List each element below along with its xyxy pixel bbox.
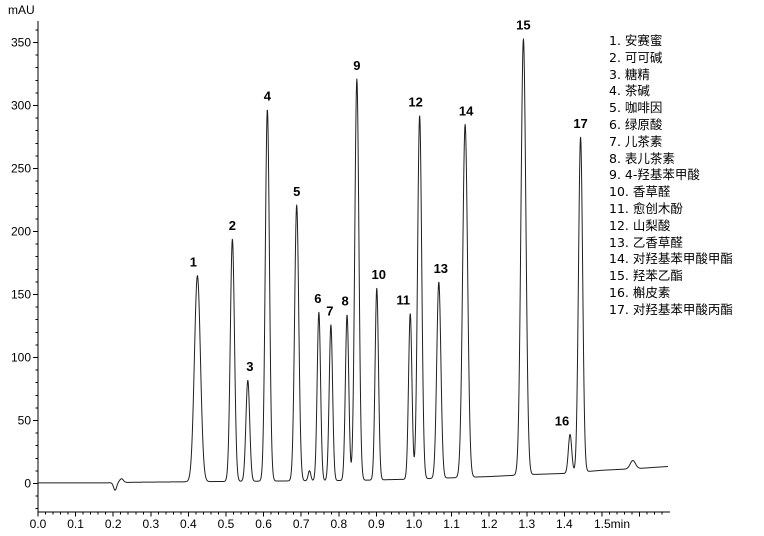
x-axis-tick-label: 0.2 xyxy=(105,517,122,531)
x-axis-tick-label: 1.5min xyxy=(594,517,630,531)
peak-label-16: 16 xyxy=(555,413,569,428)
x-axis-tick-label: 1.4 xyxy=(556,517,573,531)
x-axis-tick-label: 0.4 xyxy=(180,517,197,531)
x-axis-tick-label: 1.0 xyxy=(406,517,423,531)
peak-label-2: 2 xyxy=(229,218,236,233)
y-axis-tick-label: 0 xyxy=(24,477,31,491)
legend-item-5: 5. 咖啡因 xyxy=(609,100,663,116)
legend-item-8: 8. 表儿茶素 xyxy=(609,150,675,166)
peak-label-10: 10 xyxy=(372,267,386,282)
peak-label-5: 5 xyxy=(293,184,300,199)
axis-lines xyxy=(37,21,670,513)
y-axis-tick-label: 350 xyxy=(11,36,31,50)
y-axis-tick-label: 50 xyxy=(18,414,32,428)
legend-item-13: 13. 乙香草醛 xyxy=(609,234,683,250)
peak-label-4: 4 xyxy=(264,88,272,103)
x-axis-tick-label: 0.6 xyxy=(255,517,272,531)
y-axis-tick-label: 200 xyxy=(11,225,31,239)
peak-label-1: 1 xyxy=(190,255,197,270)
x-axis-tick-label: 0.9 xyxy=(368,517,385,531)
legend-item-16: 16. 槲皮素 xyxy=(609,284,671,300)
x-axis-tick-label: 0.5 xyxy=(218,517,235,531)
legend-item-4: 4. 茶碱 xyxy=(609,83,650,99)
peak-label-14: 14 xyxy=(459,103,474,118)
x-axis-tick-label: 0.3 xyxy=(142,517,159,531)
peak-label-8: 8 xyxy=(341,294,348,309)
peak-label-9: 9 xyxy=(353,58,360,73)
peak-label-13: 13 xyxy=(434,261,448,276)
peak-label-11: 11 xyxy=(396,292,410,307)
legend-item-6: 6. 绿原酸 xyxy=(609,116,663,132)
y-axis-unit-label: mAU xyxy=(8,3,35,17)
peak-legend: 1. 安赛蜜 2. 可可碱 3. 糖精 4. 茶碱 5. 咖啡因 6. 绿原酸 7. 儿茶素… xyxy=(609,33,761,319)
legend-item-10: 10. 香草醛 xyxy=(609,184,671,200)
x-axis-tick-label: 0.1 xyxy=(67,517,84,531)
peak-label-12: 12 xyxy=(408,95,422,110)
x-axis-tick-label: 0.0 xyxy=(30,517,47,531)
x-axis-tick-label: 1.2 xyxy=(481,517,498,531)
chromatogram-trace xyxy=(37,38,669,491)
peak-label-17: 17 xyxy=(573,116,587,131)
y-axis-tick-label: 150 xyxy=(11,288,31,302)
x-axis-tick-label: 1.1 xyxy=(443,517,460,531)
x-axis-tick-label: 1.3 xyxy=(518,517,535,531)
legend-item-3: 3. 糖精 xyxy=(609,66,650,82)
peak-label-15: 15 xyxy=(516,18,530,33)
legend-item-11: 11. 愈创木酚 xyxy=(609,200,683,216)
legend-item-2: 2. 可可碱 xyxy=(609,49,663,65)
legend-item-15: 15. 羟苯乙酯 xyxy=(609,268,683,284)
y-axis-tick-label: 300 xyxy=(11,99,31,113)
peak-label-3: 3 xyxy=(246,359,253,374)
legend-item-12: 12. 山梨酸 xyxy=(609,217,671,233)
legend-item-9: 9. 4-羟基苯甲酸 xyxy=(609,167,700,183)
y-axis-tick-label: 100 xyxy=(11,351,31,365)
legend-item-17: 17. 对羟基苯甲酸丙酯 xyxy=(609,301,733,317)
legend-item-14: 14. 对羟基苯甲酸甲酯 xyxy=(609,251,733,267)
peak-label-7: 7 xyxy=(326,304,333,319)
y-axis-tick-label: 250 xyxy=(11,162,31,176)
x-axis-tick-label: 0.8 xyxy=(330,517,347,531)
peak-label-6: 6 xyxy=(314,291,321,306)
x-axis-tick-label: 0.7 xyxy=(293,517,310,531)
legend-item-7: 7. 儿茶素 xyxy=(609,133,663,149)
legend-item-1: 1. 安赛蜜 xyxy=(609,33,663,48)
